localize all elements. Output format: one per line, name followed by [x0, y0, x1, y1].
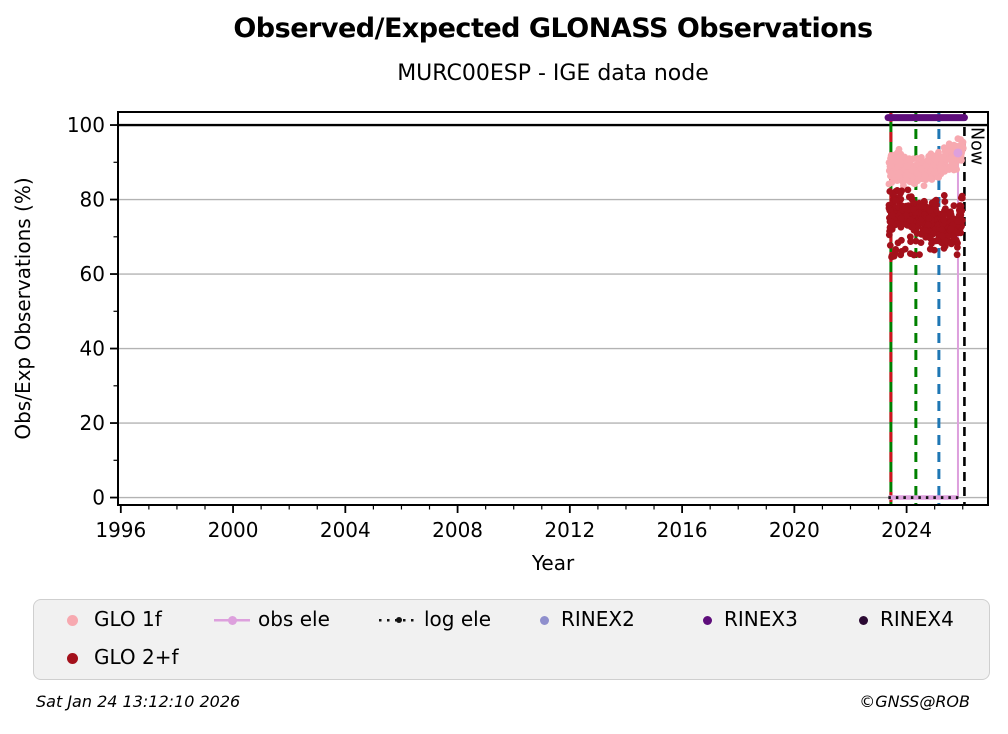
rinex3-marker-icon: [703, 615, 712, 625]
legend-marker-dot: [227, 615, 237, 625]
obs-ele-final-point: [953, 148, 963, 158]
x-tick-label: 1996: [95, 518, 146, 542]
x-tick-label: 2016: [657, 518, 708, 542]
copyright-label: ©GNSS@ROB: [859, 692, 970, 711]
plot-frame: [117, 111, 989, 506]
y-tick-label: 80: [80, 188, 105, 212]
x-tick-label: 2012: [544, 518, 595, 542]
legend-item-glo-2-f: GLO 2+f: [94, 645, 179, 669]
glo-2-f-marker-icon: [67, 652, 78, 664]
legend-item-rinex2: RINEX2: [561, 607, 635, 631]
x-tick-label: 2024: [881, 518, 932, 542]
obs-ele-marker-icon: [214, 615, 250, 625]
glo-1f-points: [885, 135, 967, 190]
x-tick-label: 2000: [208, 518, 259, 542]
y-tick-label: 20: [80, 411, 105, 435]
legend-marker-dot: [396, 617, 402, 623]
glo-1f-marker-icon: [67, 614, 78, 626]
x-axis-title: Year: [531, 551, 575, 575]
log-ele-marker-icon: [379, 615, 419, 625]
glo-2-f-points: [885, 186, 966, 261]
chart-title: Observed/Expected GLONASS Observations: [233, 13, 873, 44]
y-tick-label: 60: [80, 262, 105, 286]
legend-item-log-ele: log ele: [424, 607, 492, 631]
now-label: Now: [966, 127, 986, 165]
legend-item-obs-ele: obs ele: [258, 607, 330, 631]
plot-timestamp: Sat Jan 24 13:12:10 2026: [36, 692, 241, 711]
legend-item-glo-1f: GLO 1f: [94, 607, 162, 631]
x-tick-label: 2008: [432, 518, 483, 542]
gridlines: [118, 124, 988, 499]
chart-canvas: 0 20 40 60 80 100 1996 2000 2004 2008 2012 2016 2020…: [11, 111, 989, 575]
y-tick-label: 100: [67, 113, 105, 137]
chart-subtitle: MURC00ESP - IGE data node: [397, 61, 709, 86]
y-tick-label: 40: [80, 337, 105, 361]
x-tick-label: 2004: [320, 518, 371, 542]
rinex4-marker-icon: [859, 615, 868, 625]
chart-legend: GLO 1f obs ele log ele RINEX2 RINEX3 RINEX4 GL…: [33, 599, 990, 680]
y-axis-title: Obs/Exp Observations (%): [11, 177, 35, 439]
legend-item-rinex4: RINEX4: [880, 607, 954, 631]
legend-item-rinex3: RINEX3: [724, 607, 798, 631]
y-tick-label: 0: [92, 486, 105, 510]
axis-ticks: 0 20 40 60 80 100 1996 2000 2004 2008 2012 2016 2020…: [67, 113, 964, 542]
rinex2-marker-icon: [540, 615, 549, 625]
x-tick-label: 2020: [769, 518, 820, 542]
